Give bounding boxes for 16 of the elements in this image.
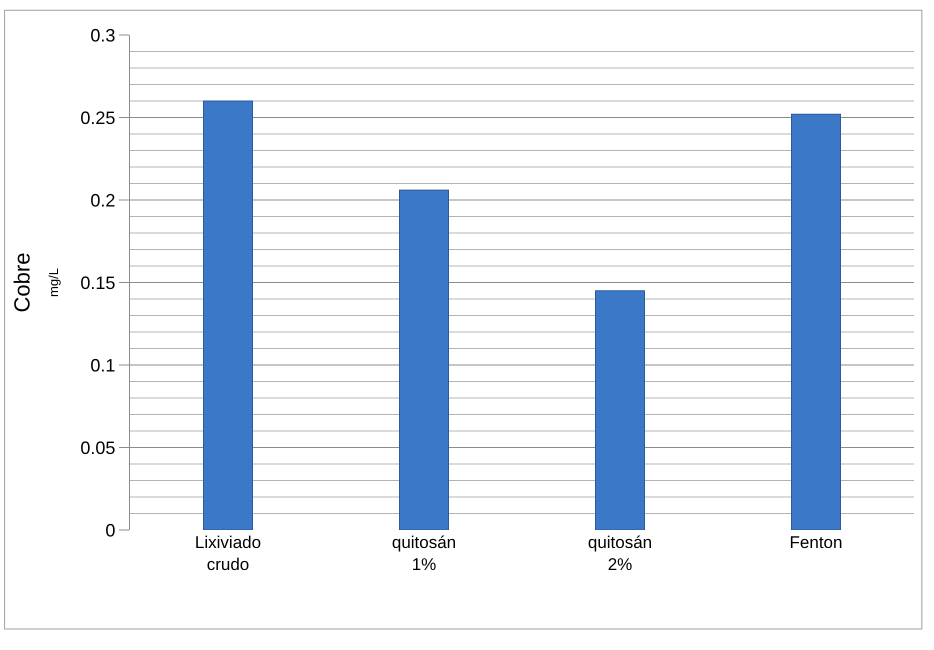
x-tick-label: Fenton <box>790 533 842 552</box>
y-tick-label: 0.3 <box>90 25 116 46</box>
y-tick-label: 0.15 <box>80 272 116 293</box>
bar <box>203 100 253 530</box>
x-tick-label: quitosán 2% <box>588 533 652 574</box>
y-axis-title: Cobre mg/L <box>10 252 62 312</box>
bar <box>595 290 645 530</box>
x-tick-label: Lixiviado crudo <box>194 533 262 574</box>
x-tick-label: quitosán 1% <box>392 533 456 574</box>
y-tick-label: 0 <box>105 520 116 540</box>
y-tick-label: 0.25 <box>80 108 116 128</box>
bar <box>399 190 449 530</box>
y-tick-label: 0.2 <box>90 190 116 210</box>
y-tick-label: 0.1 <box>90 355 116 376</box>
y-tick-label: 0.05 <box>80 438 116 458</box>
bar <box>791 114 841 530</box>
